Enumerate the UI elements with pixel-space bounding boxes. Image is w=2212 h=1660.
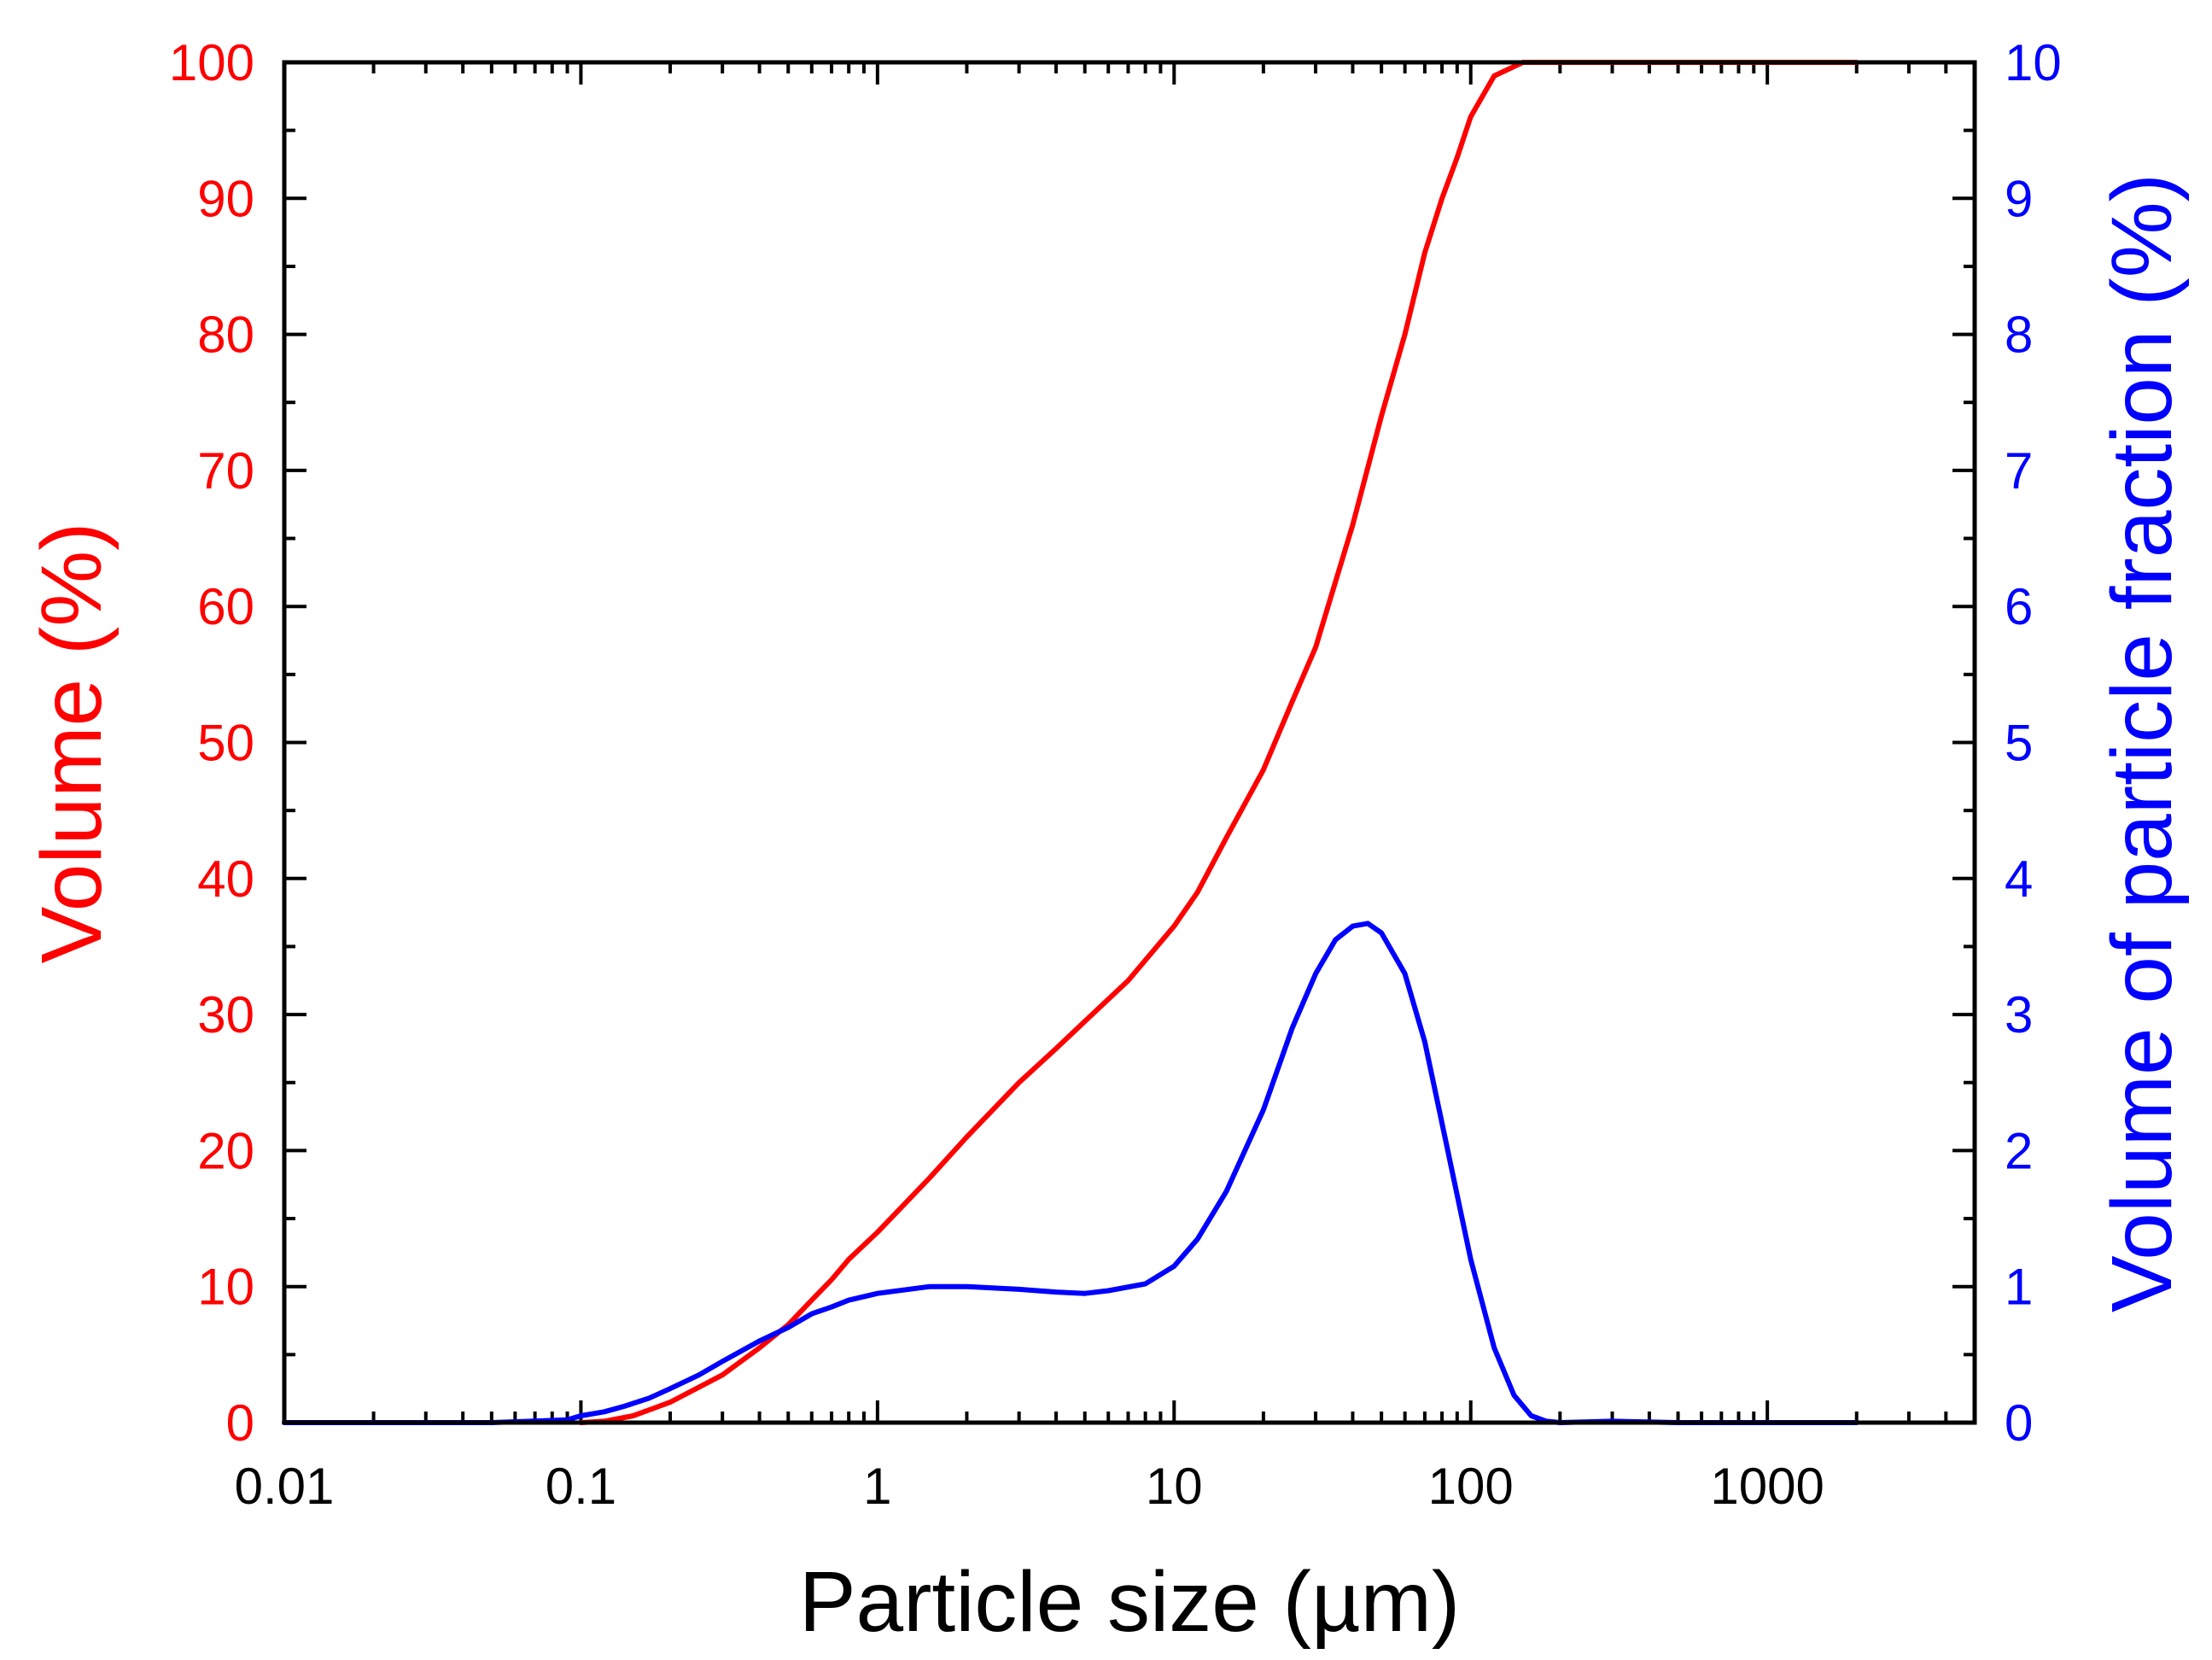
labels-layer: 0.01 0.1 1 10 100 100001020304050607080901000…: [169, 34, 2062, 1515]
y-tick-label-right: 9: [2005, 170, 2033, 227]
y-tick-label-left: 100: [169, 34, 254, 91]
x-tick-label: 1000: [1710, 1458, 1824, 1515]
x-tick-label: 10: [1146, 1458, 1203, 1515]
y-tick-label-right: 2: [2005, 1122, 2033, 1179]
right-axis-title: Volume of particle fraction (%): [2094, 173, 2190, 1312]
y-tick-label-right: 6: [2005, 578, 2033, 635]
left-axis-title: Volume (%): [24, 523, 120, 964]
y-tick-label-right: 3: [2005, 986, 2033, 1043]
cumulative-volume-line: [578, 60, 1859, 1425]
y-tick-label-left: 80: [197, 307, 254, 364]
fraction-series-line: [282, 921, 1859, 1425]
x-tick-label: 1: [863, 1458, 891, 1515]
y-tick-label-right: 5: [2005, 715, 2033, 772]
y-tick-label-left: 50: [197, 715, 254, 772]
y-tick-label-left: 70: [197, 442, 254, 500]
y-tick-label-left: 0: [226, 1394, 254, 1452]
y-tick-label-left: 10: [197, 1259, 254, 1316]
x-tick-label: 0.1: [546, 1458, 616, 1515]
series-layer: [282, 60, 1859, 1425]
y-tick-label-right: 0: [2005, 1394, 2033, 1452]
y-tick-label-left: 30: [197, 986, 254, 1043]
y-tick-label-right: 10: [2005, 34, 2062, 91]
y-tick-label-left: 90: [197, 170, 254, 227]
y-tick-label-right: 7: [2005, 442, 2033, 500]
y-tick-label-right: 4: [2005, 850, 2033, 908]
y-tick-label-left: 40: [197, 850, 254, 908]
ticks-layer: [283, 61, 1976, 1424]
x-axis-title: Particle size (µm): [799, 1554, 1460, 1650]
x-tick-label: 100: [1428, 1458, 1514, 1515]
x-tick-label: 0.01: [235, 1458, 335, 1515]
y-tick-label-left: 20: [197, 1122, 254, 1179]
y-tick-label-right: 1: [2005, 1259, 2033, 1316]
y-tick-label-right: 8: [2005, 307, 2033, 364]
y-tick-label-left: 60: [197, 578, 254, 635]
plot-frame: [282, 60, 1977, 1425]
